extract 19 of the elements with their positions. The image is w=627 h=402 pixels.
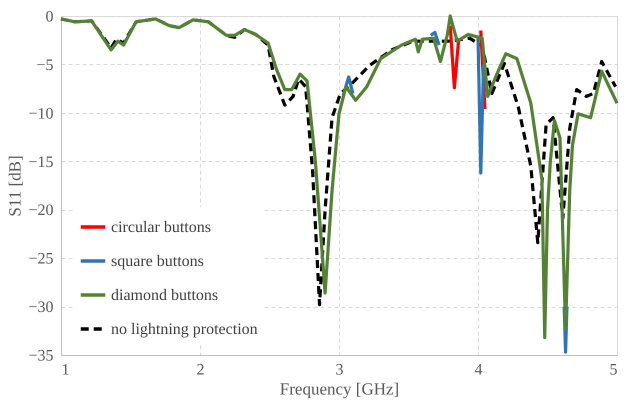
- y-tick-label: −10: [28, 105, 54, 122]
- y-tick-label: 0: [46, 8, 54, 26]
- x-tick-label: 5: [610, 362, 618, 378]
- y-tick-label: −25: [28, 250, 54, 268]
- y-tick-label: −20: [28, 202, 54, 220]
- x-tick-label: 3: [336, 362, 344, 378]
- x-tick-label: 1: [62, 362, 70, 378]
- legend-label: circular buttons: [111, 219, 211, 236]
- x-tick-label: 4: [474, 362, 482, 378]
- legend-label: diamond buttons: [111, 287, 218, 304]
- legend-label: no lightning protection: [111, 321, 258, 338]
- legend-label: square buttons: [111, 253, 204, 270]
- y-tick-label: −30: [28, 299, 54, 316]
- y-tick-label: −35: [28, 348, 54, 364]
- y-axis-title: S11 [dB]: [5, 155, 24, 217]
- x-tick-label: 2: [196, 362, 204, 378]
- x-axis-title: Frequency [GHz]: [280, 380, 400, 398]
- y-tick-label: −5: [36, 56, 54, 74]
- y-tick-label: −15: [28, 154, 54, 171]
